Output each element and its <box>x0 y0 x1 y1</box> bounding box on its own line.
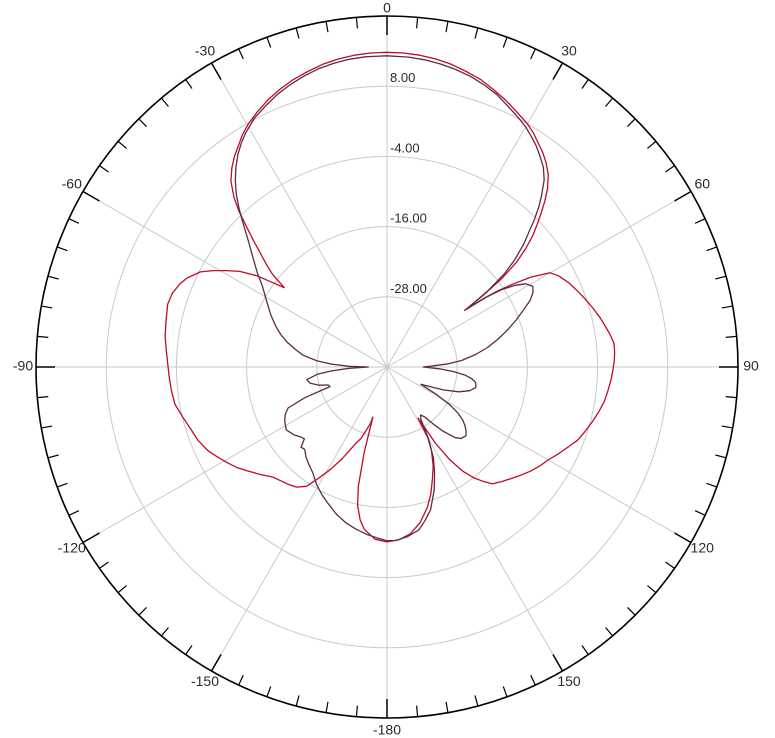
angle-tick <box>266 686 272 698</box>
angle-tick <box>82 532 100 544</box>
angle-tick <box>605 627 614 637</box>
angle-tick-label: 30 <box>561 42 577 58</box>
angle-tick <box>674 190 692 202</box>
angle-tick <box>530 674 536 686</box>
angle-tick-label: -90 <box>13 358 33 374</box>
angle-tick <box>721 305 733 309</box>
angle-tick-label: -180 <box>373 722 401 738</box>
angle-tick <box>665 561 675 569</box>
angle-tick <box>416 17 419 29</box>
angle-tick <box>160 97 169 107</box>
angle-tick <box>715 275 727 280</box>
angle-tick <box>721 425 733 429</box>
polar-grid-ring <box>105 85 669 649</box>
angle-tick <box>99 561 109 569</box>
angle-tick <box>706 246 718 252</box>
angle-tick <box>581 79 589 89</box>
polar-grid-ring <box>246 226 528 508</box>
angle-tick <box>725 396 737 399</box>
angle-tick <box>416 705 419 717</box>
angle-tick <box>295 695 300 707</box>
angle-tick <box>138 606 148 616</box>
angle-tick <box>502 686 508 698</box>
angle-tick <box>665 165 675 173</box>
angle-tick-label: -60 <box>62 176 82 192</box>
angle-tick <box>674 532 692 544</box>
angle-tick <box>99 165 109 173</box>
radial-grid-label: -16.00 <box>390 211 427 226</box>
angle-tick <box>355 705 358 717</box>
angle-tick <box>238 674 244 686</box>
angle-tick <box>47 275 59 280</box>
angle-tick <box>355 17 358 29</box>
angle-tick <box>82 190 100 202</box>
angle-tick <box>552 654 564 672</box>
angle-tick <box>694 218 706 224</box>
radial-grid-label: -4.00 <box>390 140 420 155</box>
angle-tick <box>706 482 718 488</box>
polar-spoke <box>386 366 563 672</box>
angle-tick <box>647 585 657 594</box>
polar-spoke <box>82 191 388 368</box>
angle-tick-label: -120 <box>58 540 86 556</box>
angle-tick <box>68 510 80 516</box>
angle-tick-label: 0 <box>383 0 391 16</box>
angle-tick <box>474 695 479 707</box>
angle-tick <box>626 606 636 616</box>
polar-spoke <box>386 62 563 368</box>
angle-tick <box>138 118 148 128</box>
angle-tick <box>715 454 727 459</box>
angle-tick <box>41 425 53 429</box>
angle-tick <box>445 21 449 33</box>
angle-tick <box>581 645 589 655</box>
angle-tick <box>185 79 193 89</box>
angle-tick-label: 60 <box>694 176 710 192</box>
angle-tick-label: -150 <box>191 673 219 689</box>
angle-tick-label: 120 <box>691 540 715 556</box>
angle-tick <box>474 27 479 39</box>
angle-tick <box>552 62 564 80</box>
angle-tick <box>325 701 329 713</box>
radial-grid-label: 8.00 <box>390 70 415 85</box>
angle-tick <box>117 140 127 149</box>
angle-tick <box>694 510 706 516</box>
angle-tick <box>68 218 80 224</box>
angle-tick <box>210 62 222 80</box>
angle-tick <box>605 97 614 107</box>
angle-tick <box>160 627 169 637</box>
polar-spoke <box>211 62 388 368</box>
angle-tick <box>325 21 329 33</box>
angle-tick <box>185 645 193 655</box>
polar-grid-ring <box>316 296 458 438</box>
angle-tick <box>238 48 244 60</box>
angle-tick <box>210 654 222 672</box>
angle-tick <box>56 246 68 252</box>
radiation-pattern-trace-dark <box>234 55 545 542</box>
angle-tick <box>725 335 737 338</box>
angle-tick-label: -30 <box>195 42 215 58</box>
angle-tick <box>47 454 59 459</box>
angle-tick <box>502 36 508 48</box>
polar-grid-ring <box>175 155 599 579</box>
radial-grid-label: -28.00 <box>390 281 427 296</box>
angle-tick <box>37 335 49 338</box>
angle-tick <box>37 396 49 399</box>
angle-tick <box>647 140 657 149</box>
angle-tick <box>295 27 300 39</box>
polar-spoke <box>211 366 388 672</box>
angle-tick <box>266 36 272 48</box>
polar-spoke <box>82 366 388 543</box>
angle-tick <box>445 701 449 713</box>
angle-tick <box>530 48 536 60</box>
angle-tick-label: 90 <box>743 358 759 374</box>
radiation-pattern-trace-red <box>164 51 616 543</box>
polar-spoke <box>386 191 692 368</box>
angle-tick <box>117 585 127 594</box>
angle-tick <box>41 305 53 309</box>
angle-tick-label: 150 <box>557 673 581 689</box>
angle-tick <box>626 118 636 128</box>
angle-tick <box>56 482 68 488</box>
